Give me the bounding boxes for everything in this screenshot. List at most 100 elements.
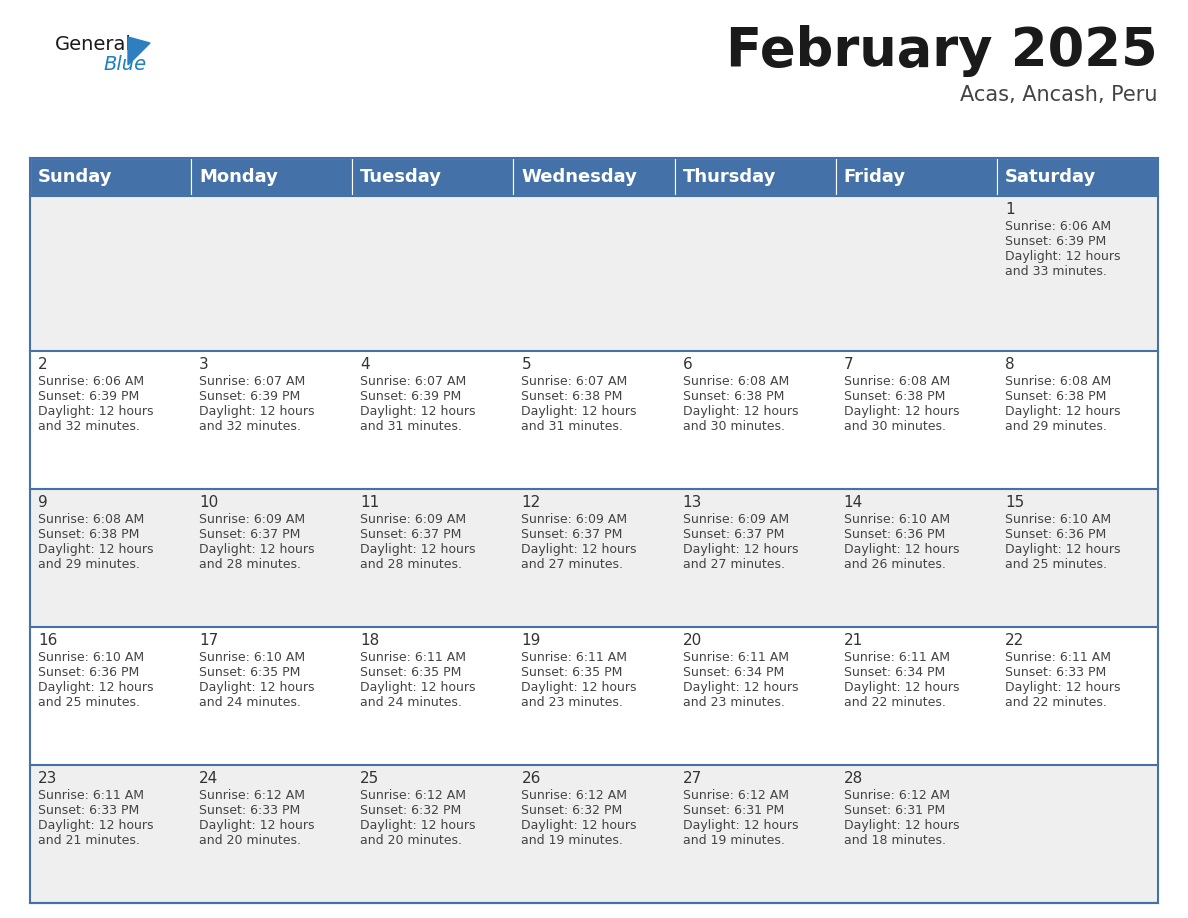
Text: Sunrise: 6:08 AM: Sunrise: 6:08 AM (683, 375, 789, 388)
Text: Daylight: 12 hours: Daylight: 12 hours (683, 405, 798, 418)
Text: Sunset: 6:38 PM: Sunset: 6:38 PM (683, 390, 784, 403)
Text: Daylight: 12 hours: Daylight: 12 hours (38, 405, 153, 418)
Text: 15: 15 (1005, 495, 1024, 510)
Text: and 31 minutes.: and 31 minutes. (522, 420, 624, 433)
Text: Sunset: 6:34 PM: Sunset: 6:34 PM (843, 666, 944, 679)
Text: Daylight: 12 hours: Daylight: 12 hours (843, 543, 959, 556)
Text: Sunrise: 6:10 AM: Sunrise: 6:10 AM (1005, 513, 1111, 526)
Text: Daylight: 12 hours: Daylight: 12 hours (1005, 543, 1120, 556)
Text: 17: 17 (200, 633, 219, 648)
Text: Sunrise: 6:09 AM: Sunrise: 6:09 AM (360, 513, 467, 526)
Text: Sunrise: 6:09 AM: Sunrise: 6:09 AM (200, 513, 305, 526)
Text: Sunrise: 6:12 AM: Sunrise: 6:12 AM (522, 789, 627, 802)
Text: and 22 minutes.: and 22 minutes. (843, 696, 946, 709)
Bar (835, 158, 997, 196)
Text: 25: 25 (360, 771, 379, 786)
Text: Sunset: 6:39 PM: Sunset: 6:39 PM (1005, 235, 1106, 248)
Text: Sunset: 6:33 PM: Sunset: 6:33 PM (1005, 666, 1106, 679)
Text: and 23 minutes.: and 23 minutes. (683, 696, 784, 709)
Text: Sunrise: 6:12 AM: Sunrise: 6:12 AM (200, 789, 305, 802)
Text: Sunrise: 6:11 AM: Sunrise: 6:11 AM (360, 651, 466, 664)
Text: and 27 minutes.: and 27 minutes. (522, 558, 624, 571)
Text: and 24 minutes.: and 24 minutes. (360, 696, 462, 709)
Text: Daylight: 12 hours: Daylight: 12 hours (522, 681, 637, 694)
Text: Sunrise: 6:11 AM: Sunrise: 6:11 AM (1005, 651, 1111, 664)
Text: Sunrise: 6:09 AM: Sunrise: 6:09 AM (683, 513, 789, 526)
Text: Daylight: 12 hours: Daylight: 12 hours (683, 819, 798, 832)
Text: Daylight: 12 hours: Daylight: 12 hours (38, 819, 153, 832)
Text: and 19 minutes.: and 19 minutes. (683, 834, 784, 847)
Text: Daylight: 12 hours: Daylight: 12 hours (360, 405, 475, 418)
Text: 21: 21 (843, 633, 862, 648)
Text: and 24 minutes.: and 24 minutes. (200, 696, 301, 709)
Text: Saturday: Saturday (1005, 168, 1097, 186)
Text: Sunrise: 6:06 AM: Sunrise: 6:06 AM (38, 375, 144, 388)
Text: Sunset: 6:33 PM: Sunset: 6:33 PM (200, 804, 301, 817)
Text: Sunrise: 6:06 AM: Sunrise: 6:06 AM (1005, 220, 1111, 233)
Text: Sunset: 6:32 PM: Sunset: 6:32 PM (522, 804, 623, 817)
Bar (30, 196, 1158, 351)
Text: Acas, Ancash, Peru: Acas, Ancash, Peru (961, 85, 1158, 105)
Text: and 29 minutes.: and 29 minutes. (1005, 420, 1107, 433)
Text: Sunset: 6:36 PM: Sunset: 6:36 PM (843, 528, 944, 541)
Text: Daylight: 12 hours: Daylight: 12 hours (522, 543, 637, 556)
Text: 4: 4 (360, 357, 369, 372)
Text: and 19 minutes.: and 19 minutes. (522, 834, 624, 847)
Text: Sunday: Sunday (38, 168, 113, 186)
Text: and 20 minutes.: and 20 minutes. (360, 834, 462, 847)
Text: 20: 20 (683, 633, 702, 648)
Bar (191, 158, 353, 196)
Text: and 25 minutes.: and 25 minutes. (1005, 558, 1107, 571)
Text: Sunset: 6:37 PM: Sunset: 6:37 PM (360, 528, 462, 541)
Text: Sunset: 6:37 PM: Sunset: 6:37 PM (200, 528, 301, 541)
Bar (30, 158, 1158, 903)
Text: Daylight: 12 hours: Daylight: 12 hours (200, 543, 315, 556)
Text: Sunrise: 6:11 AM: Sunrise: 6:11 AM (38, 789, 144, 802)
Text: and 22 minutes.: and 22 minutes. (1005, 696, 1107, 709)
Text: 8: 8 (1005, 357, 1015, 372)
Text: Sunset: 6:39 PM: Sunset: 6:39 PM (38, 390, 139, 403)
Text: Thursday: Thursday (683, 168, 776, 186)
Text: 14: 14 (843, 495, 862, 510)
Text: Sunrise: 6:07 AM: Sunrise: 6:07 AM (360, 375, 467, 388)
Text: Sunset: 6:39 PM: Sunset: 6:39 PM (200, 390, 301, 403)
Text: Sunset: 6:35 PM: Sunset: 6:35 PM (360, 666, 462, 679)
Text: 10: 10 (200, 495, 219, 510)
Text: and 27 minutes.: and 27 minutes. (683, 558, 784, 571)
Text: 22: 22 (1005, 633, 1024, 648)
Text: Friday: Friday (843, 168, 905, 186)
Text: Daylight: 12 hours: Daylight: 12 hours (1005, 405, 1120, 418)
Text: Tuesday: Tuesday (360, 168, 442, 186)
Text: Daylight: 12 hours: Daylight: 12 hours (843, 681, 959, 694)
Text: Wednesday: Wednesday (522, 168, 637, 186)
Text: Sunset: 6:37 PM: Sunset: 6:37 PM (683, 528, 784, 541)
Bar (30, 489, 1158, 627)
Bar (30, 765, 1158, 903)
Text: and 28 minutes.: and 28 minutes. (360, 558, 462, 571)
Text: 19: 19 (522, 633, 541, 648)
Text: General: General (55, 35, 132, 54)
Text: Daylight: 12 hours: Daylight: 12 hours (360, 681, 475, 694)
Text: Sunrise: 6:10 AM: Sunrise: 6:10 AM (843, 513, 950, 526)
Text: 26: 26 (522, 771, 541, 786)
Text: Daylight: 12 hours: Daylight: 12 hours (1005, 250, 1120, 263)
Text: Daylight: 12 hours: Daylight: 12 hours (843, 819, 959, 832)
Text: and 21 minutes.: and 21 minutes. (38, 834, 140, 847)
Text: February 2025: February 2025 (726, 25, 1158, 77)
Bar (513, 158, 675, 196)
Text: Sunset: 6:31 PM: Sunset: 6:31 PM (683, 804, 784, 817)
Text: Sunset: 6:33 PM: Sunset: 6:33 PM (38, 804, 139, 817)
Bar (30, 627, 1158, 765)
Text: Sunset: 6:36 PM: Sunset: 6:36 PM (38, 666, 139, 679)
Text: Sunset: 6:38 PM: Sunset: 6:38 PM (522, 390, 623, 403)
Text: 16: 16 (38, 633, 57, 648)
Text: Daylight: 12 hours: Daylight: 12 hours (360, 819, 475, 832)
Text: Daylight: 12 hours: Daylight: 12 hours (1005, 681, 1120, 694)
Bar (30, 351, 1158, 489)
Text: Sunset: 6:36 PM: Sunset: 6:36 PM (1005, 528, 1106, 541)
Text: Sunset: 6:35 PM: Sunset: 6:35 PM (200, 666, 301, 679)
Text: Sunset: 6:31 PM: Sunset: 6:31 PM (843, 804, 944, 817)
Text: 27: 27 (683, 771, 702, 786)
Text: 6: 6 (683, 357, 693, 372)
Text: and 20 minutes.: and 20 minutes. (200, 834, 301, 847)
